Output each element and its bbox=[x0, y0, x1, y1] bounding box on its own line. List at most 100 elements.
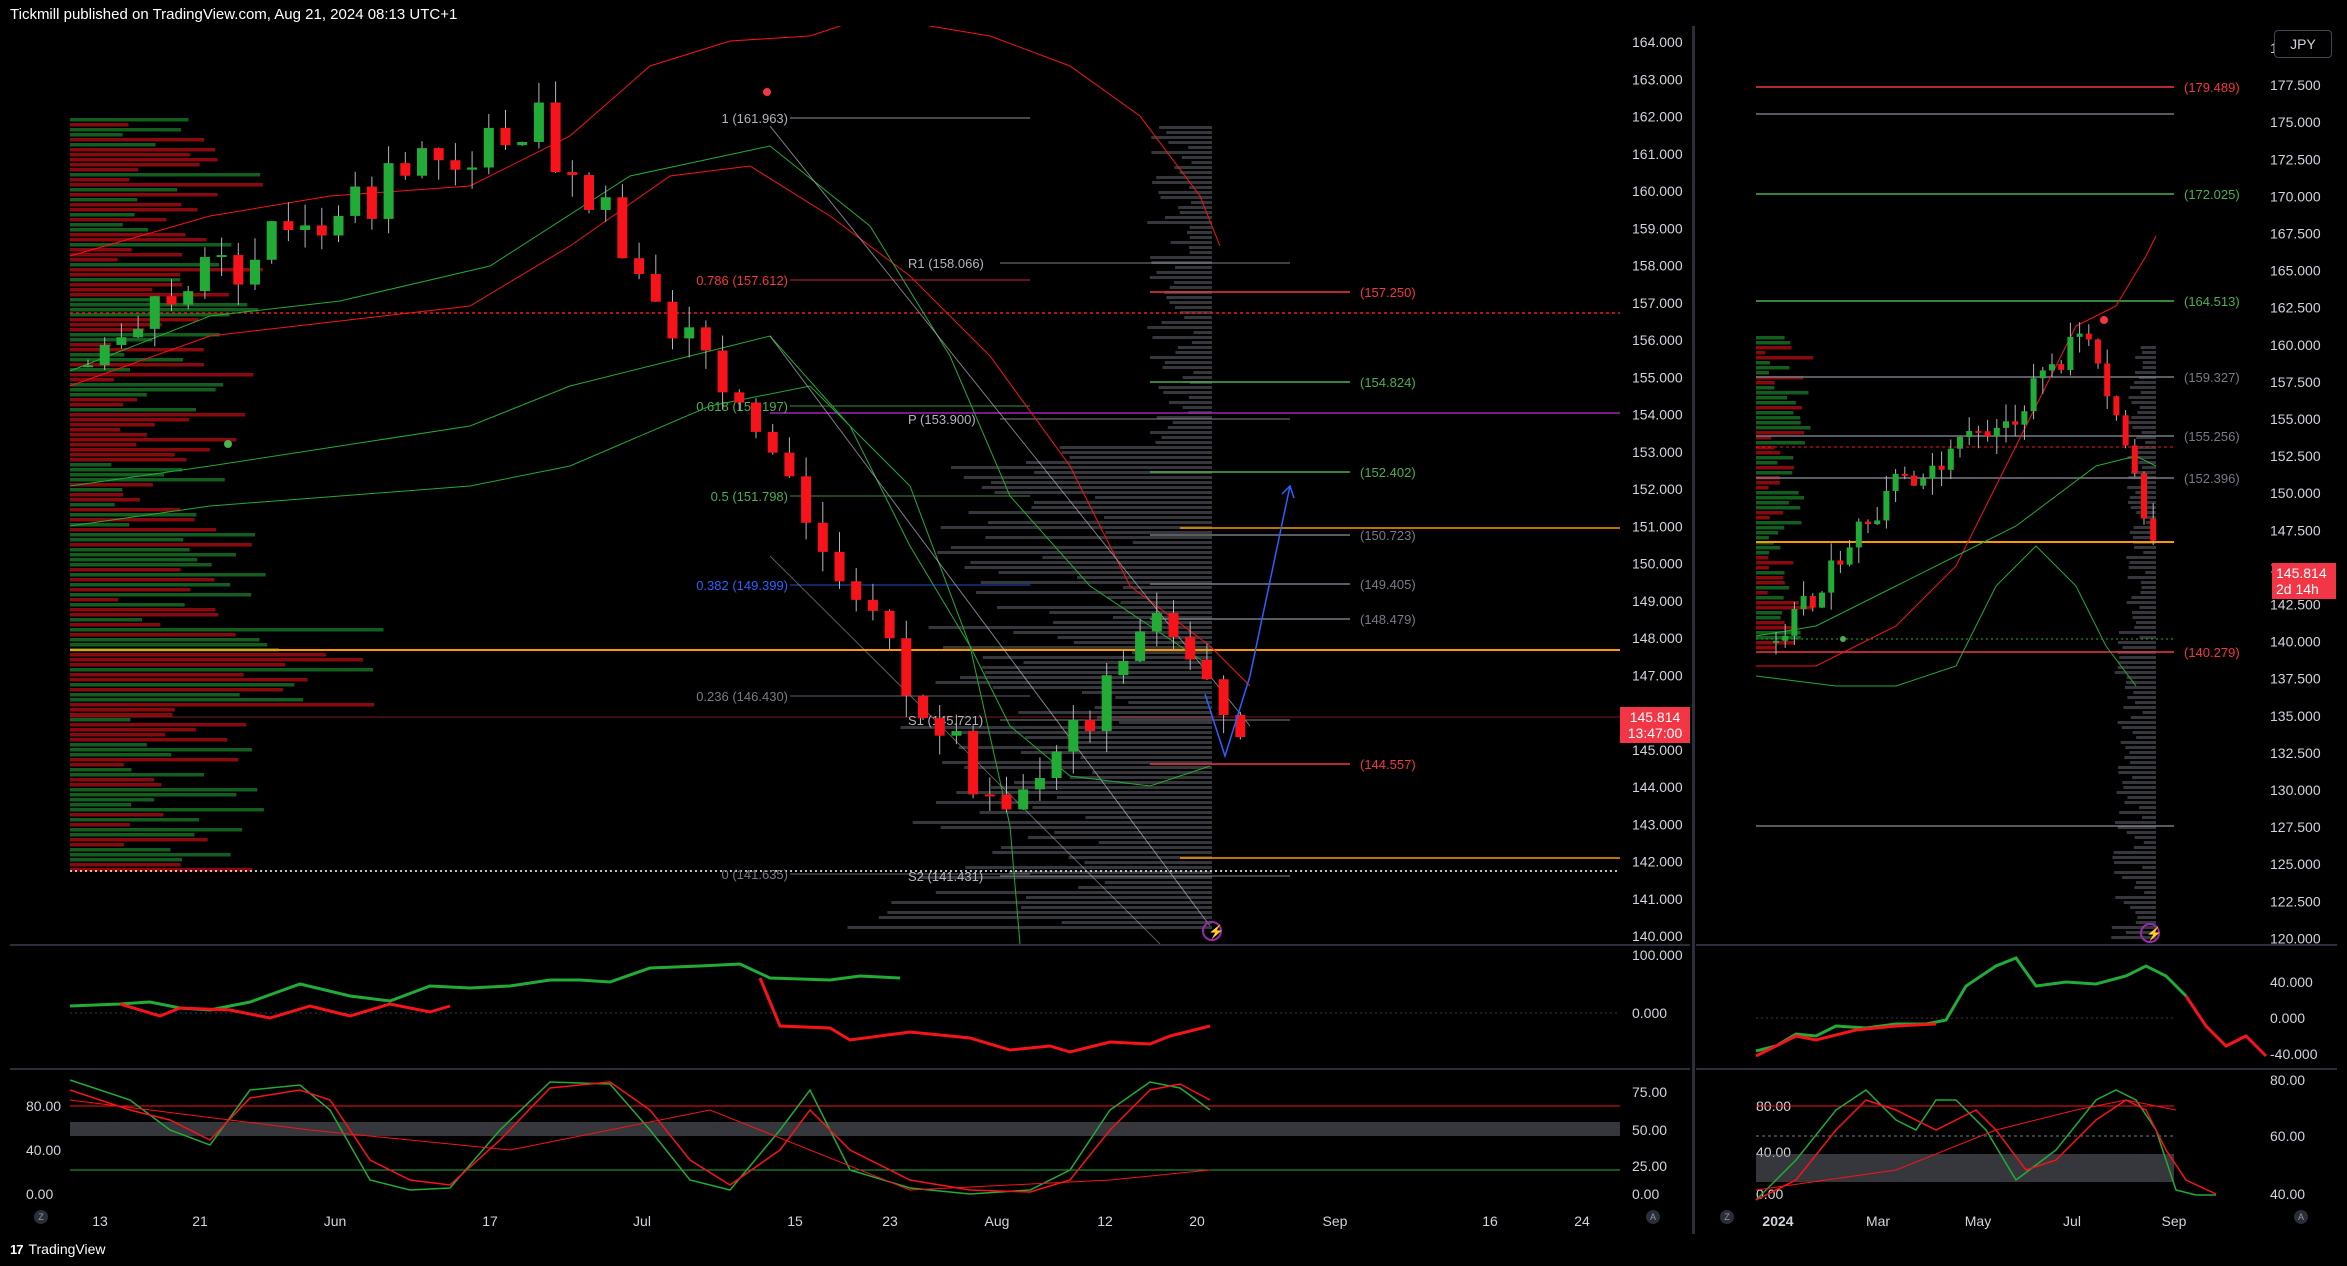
range-profile-bar bbox=[2136, 736, 2156, 739]
price-axis-tick: 132.500 bbox=[2270, 745, 2321, 761]
range-profile-bar bbox=[965, 866, 1212, 869]
right-rsi-pane[interactable]: 40.000 0.000 -40.000 bbox=[1696, 946, 2337, 1068]
range-profile-bar bbox=[2130, 761, 2156, 764]
time-axis-tick: 2024 bbox=[1762, 1213, 1793, 1229]
range-profile-bar bbox=[1182, 406, 1212, 409]
range-profile-bar bbox=[1105, 531, 1212, 534]
volume-profile-bar bbox=[70, 868, 253, 872]
left-rsi-pane[interactable]: 100.000 0.000 bbox=[10, 946, 1690, 1068]
candle-body bbox=[1892, 473, 1899, 491]
candle-body bbox=[584, 175, 594, 210]
volume-profile-bar bbox=[1756, 506, 1801, 510]
range-profile-bar bbox=[1161, 321, 1212, 324]
pane-separator[interactable] bbox=[1696, 1068, 2337, 1070]
auto-scale-icon[interactable]: A bbox=[1646, 1210, 1660, 1224]
right-price-chart[interactable]: 180.000177.500175.000172.500170.000167.5… bbox=[1696, 26, 2337, 946]
left-price-chart-canvas[interactable]: 164.000 163.000 162.000 161.000 160.000 159.0… bbox=[10, 15, 1690, 945]
range-profile-bar bbox=[2126, 831, 2156, 834]
candle-body bbox=[2012, 421, 2019, 425]
envelope-line bbox=[69, 165, 1251, 687]
volume-profile-bar bbox=[70, 178, 130, 182]
candle-body bbox=[300, 225, 311, 230]
volume-profile-bar bbox=[70, 208, 198, 212]
range-profile-bar bbox=[1053, 621, 1212, 624]
time-axis-tick: Mar bbox=[1866, 1213, 1890, 1229]
volume-profile-bar bbox=[70, 133, 123, 137]
range-profile-bar bbox=[2140, 591, 2156, 594]
rsi-line-down bbox=[758, 977, 1211, 1054]
range-profile-bar bbox=[2141, 466, 2156, 469]
left-price-chart[interactable]: 164.000 163.000 162.000 161.000 160.000 159.0… bbox=[10, 15, 1690, 945]
rsi-line-up bbox=[1755, 956, 2188, 1053]
timezone-icon[interactable]: Z bbox=[34, 1210, 48, 1224]
volume-profile-bar bbox=[70, 533, 256, 537]
volume-profile-bar bbox=[70, 778, 155, 782]
range-profile-bar bbox=[935, 891, 1212, 894]
pane-separator[interactable] bbox=[10, 944, 1690, 946]
range-profile-bar bbox=[1180, 311, 1212, 314]
range-profile-bar bbox=[2130, 716, 2156, 719]
range-profile-bar bbox=[887, 911, 1212, 914]
rsi-axis-tick: 40.000 bbox=[2270, 974, 2313, 990]
volume-profile-bar bbox=[1756, 621, 1785, 625]
pane-separator[interactable] bbox=[1696, 944, 2337, 946]
range-profile-bar bbox=[2140, 346, 2156, 349]
left-stoch-pane[interactable]: 80.00 40.00 0.00 75.00 50.00 25.00 0.00 bbox=[10, 1070, 1690, 1210]
price-axis-tick: 159.000 bbox=[1632, 220, 1683, 236]
rsi-axis-tick: 0.000 bbox=[2270, 1010, 2305, 1026]
volume-profile-bar bbox=[70, 198, 138, 202]
range-profile-bar bbox=[2137, 411, 2156, 414]
range-profile-bar bbox=[2135, 911, 2156, 914]
rsi-line-down bbox=[1755, 1022, 1937, 1058]
range-profile-bar bbox=[2117, 721, 2156, 724]
range-profile-bar bbox=[1167, 426, 1212, 429]
layout-separator[interactable] bbox=[1692, 26, 1695, 1234]
currency-badge[interactable]: JPY bbox=[2274, 30, 2332, 58]
range-profile-bar bbox=[1168, 401, 1212, 404]
volume-profile-bar bbox=[70, 668, 374, 672]
pane-separator[interactable] bbox=[10, 1068, 1690, 1070]
candle-body bbox=[1135, 631, 1146, 661]
candle-body bbox=[1773, 640, 1779, 643]
range-profile-bar bbox=[1156, 271, 1212, 274]
left-time-axis[interactable]: 13 21 Jun 17 Jul 15 23 Aug 12 20 Sep 16 24 bbox=[10, 1208, 1690, 1234]
volume-profile-bar bbox=[70, 773, 205, 777]
range-profile-bar bbox=[1163, 391, 1212, 394]
volume-profile-bar bbox=[1756, 346, 1792, 350]
footer-brand[interactable]: TradingView bbox=[28, 1241, 106, 1257]
candle-body bbox=[2095, 339, 2101, 364]
candle-body bbox=[1201, 659, 1212, 680]
volume-profile-bar bbox=[1756, 416, 1801, 420]
range-profile-bar bbox=[1061, 451, 1212, 454]
timezone-icon[interactable]: Z bbox=[1720, 1210, 1734, 1224]
range-profile-bar bbox=[1085, 816, 1212, 819]
volume-profile-bar bbox=[70, 688, 283, 692]
candle-body bbox=[1828, 560, 1835, 593]
range-profile-bar bbox=[964, 566, 1212, 569]
volume-profile-bar bbox=[1756, 521, 1802, 525]
right-time-axis[interactable]: 2024 Mar May Jul Sep bbox=[1696, 1208, 2337, 1234]
range-profile-bar bbox=[2132, 776, 2156, 779]
candle-body bbox=[1085, 719, 1095, 732]
range-profile-bar bbox=[847, 926, 1212, 929]
volume-profile-bar bbox=[70, 273, 181, 277]
range-profile-bar bbox=[2134, 886, 2156, 889]
volume-profile-bar bbox=[1756, 491, 1799, 495]
right-stoch-pane[interactable]: 80.00 40.00 0.00 80.00 60.00 40.00 bbox=[1696, 1070, 2337, 1210]
candle-body bbox=[1118, 660, 1129, 676]
auto-scale-icon[interactable]: A bbox=[2294, 1210, 2308, 1224]
price-axis-tick: 155.000 bbox=[2270, 411, 2321, 427]
range-profile-bar bbox=[1150, 431, 1212, 434]
volume-profile-bar bbox=[70, 428, 121, 432]
volume-profile-bar bbox=[1756, 516, 1770, 520]
tradingview-logo-icon[interactable]: 17 bbox=[10, 1241, 24, 1257]
volume-profile-bar bbox=[70, 283, 183, 287]
candle-body bbox=[1782, 635, 1789, 641]
range-profile-bar bbox=[935, 801, 1212, 804]
fib-label: 1 (161.963) bbox=[722, 111, 789, 126]
candle-body bbox=[617, 197, 628, 259]
candle-body bbox=[433, 148, 444, 161]
candle-body bbox=[2122, 415, 2129, 446]
range-profile-bar bbox=[1120, 601, 1212, 604]
volume-profile-bar bbox=[1756, 601, 1800, 605]
